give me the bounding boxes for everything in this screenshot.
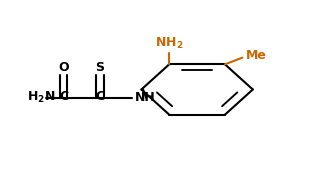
Text: S: S [96, 61, 105, 74]
Text: Me: Me [246, 49, 266, 62]
Text: O: O [58, 61, 69, 74]
Text: C: C [95, 90, 105, 103]
Text: $\mathregular{NH_2}$: $\mathregular{NH_2}$ [155, 36, 184, 51]
Text: $\mathregular{H_2N}$: $\mathregular{H_2N}$ [27, 90, 55, 105]
Text: NH: NH [135, 91, 156, 104]
Text: C: C [59, 90, 68, 103]
